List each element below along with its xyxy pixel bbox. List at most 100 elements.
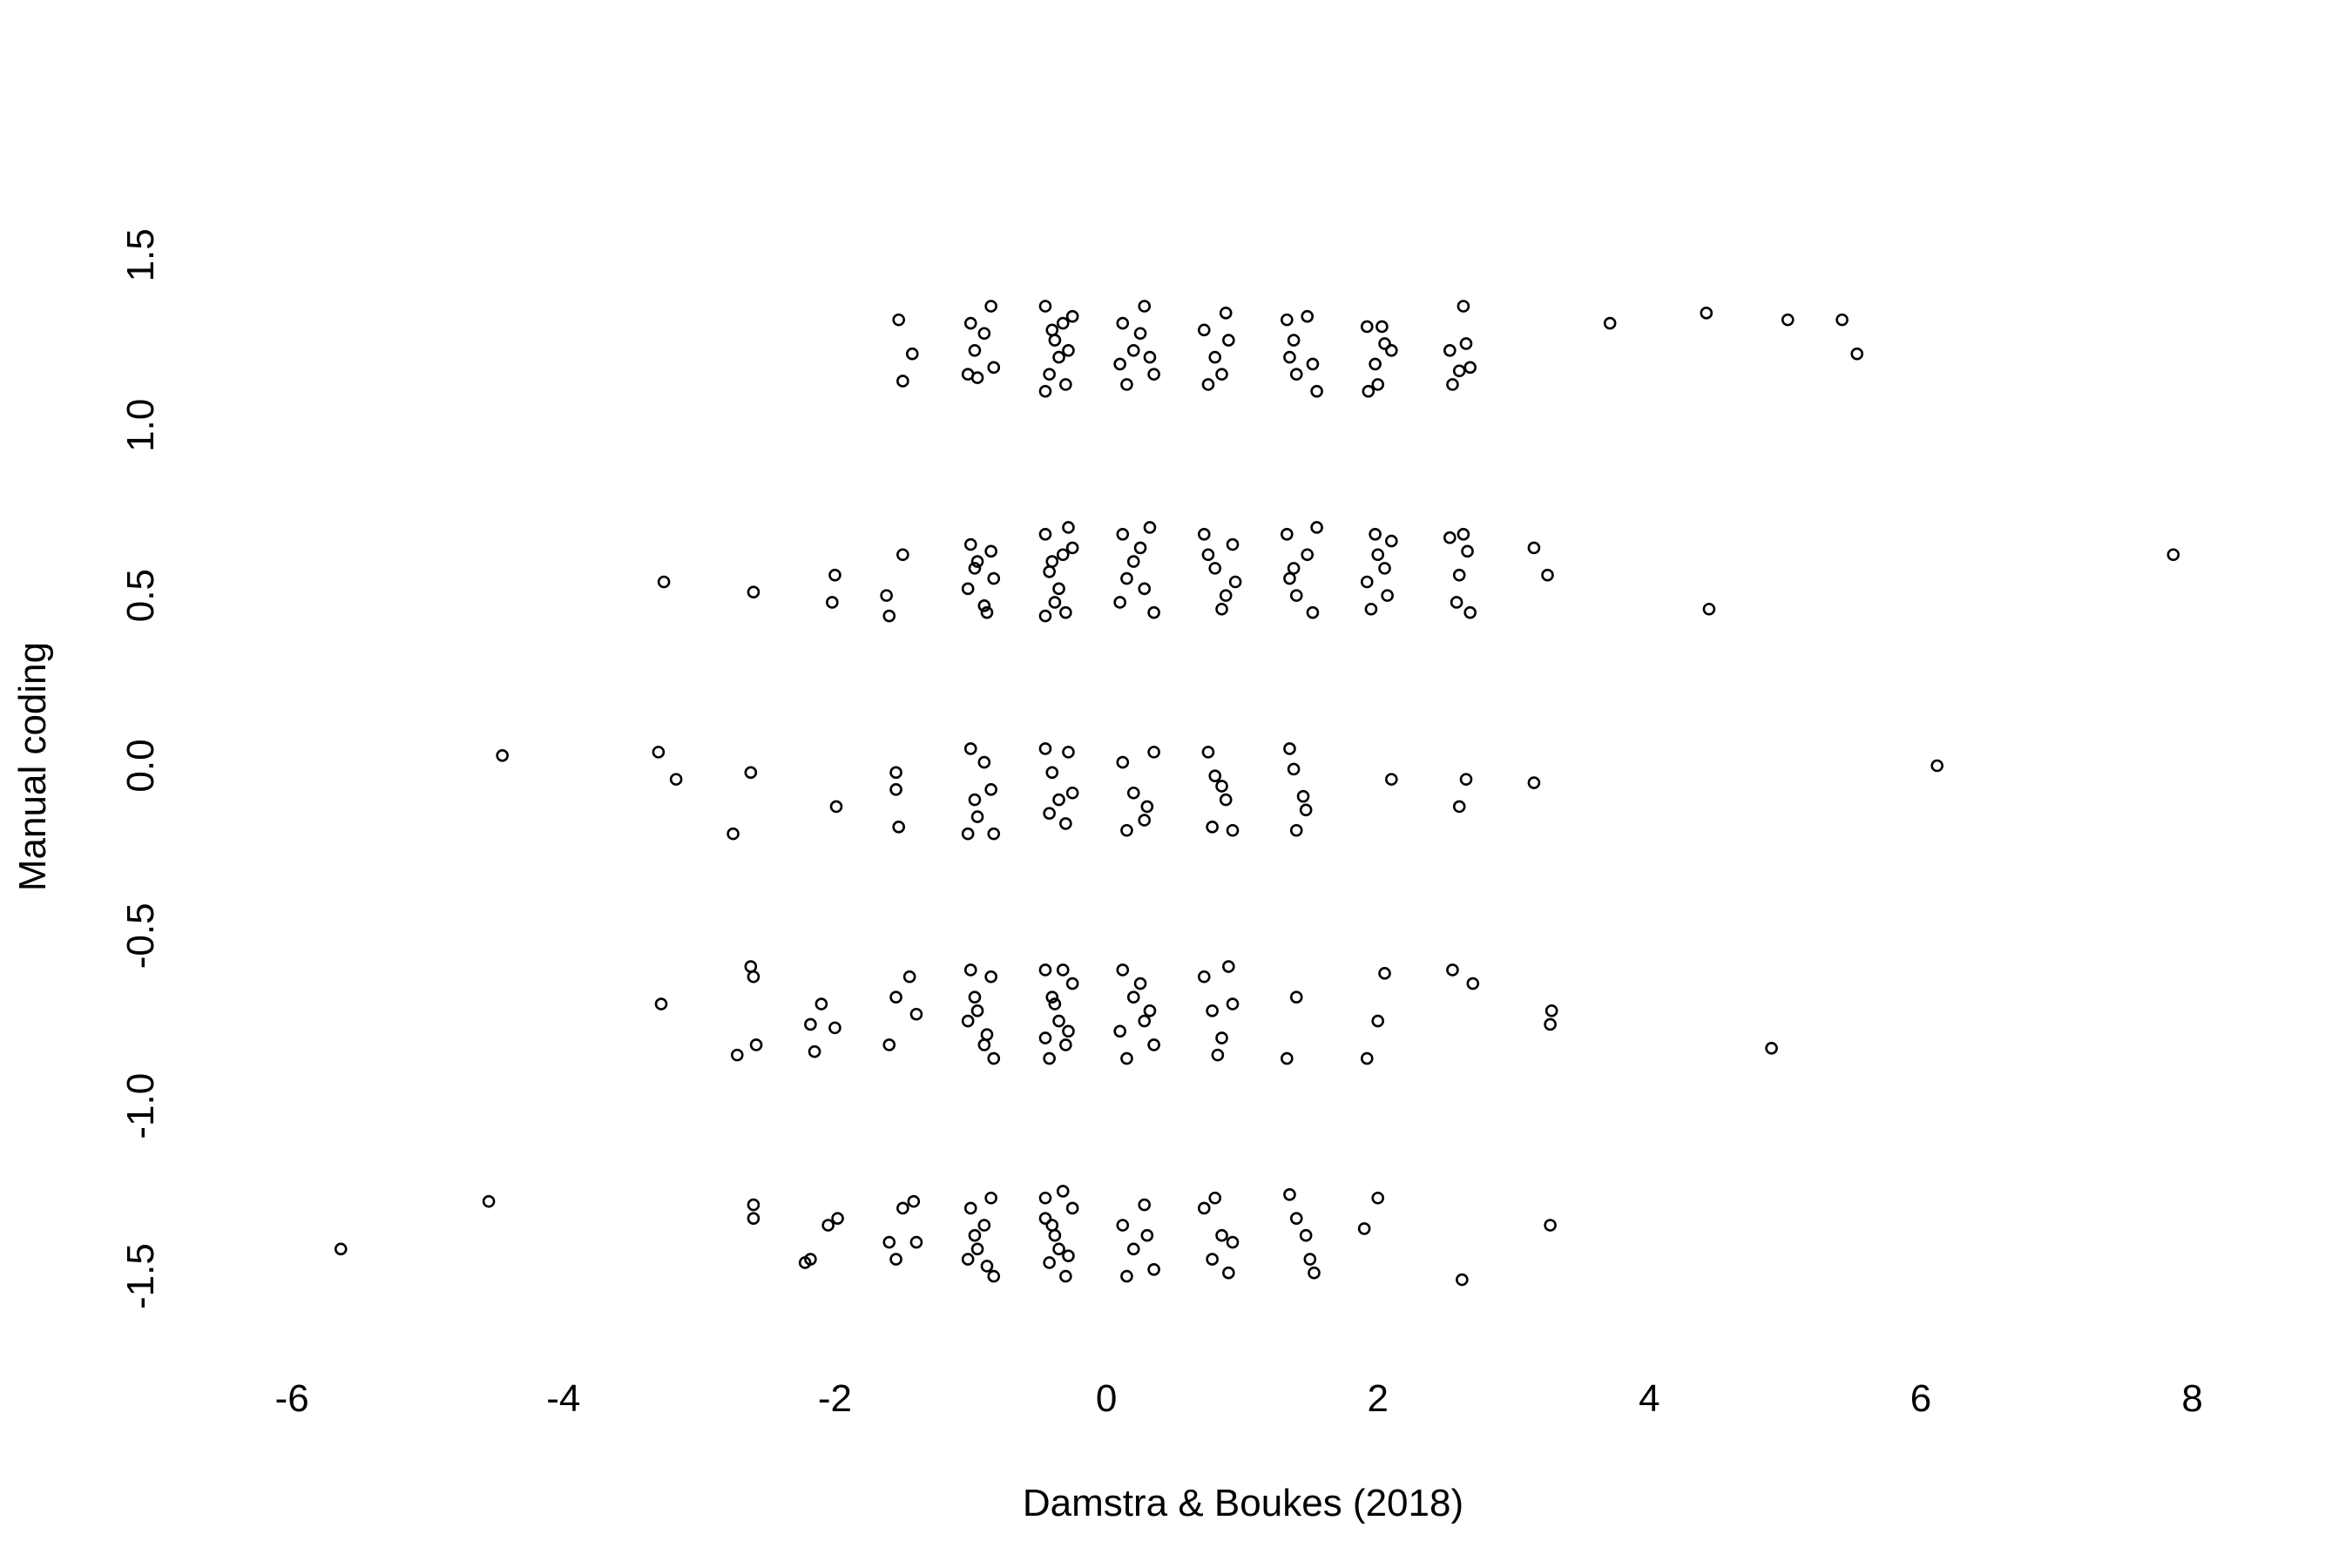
point xyxy=(1289,1212,1303,1225)
point xyxy=(1281,313,1294,327)
point xyxy=(987,1269,1001,1283)
point xyxy=(1059,1038,1072,1051)
point xyxy=(902,970,916,983)
point xyxy=(1113,1024,1126,1038)
point xyxy=(1147,605,1160,619)
point xyxy=(970,371,984,384)
point xyxy=(1120,823,1133,837)
point xyxy=(1456,300,1470,313)
point xyxy=(496,748,509,762)
point xyxy=(1215,780,1228,793)
point xyxy=(905,347,919,361)
point xyxy=(1289,368,1303,381)
point xyxy=(984,300,997,313)
point xyxy=(961,827,975,841)
point xyxy=(1065,309,1079,323)
point xyxy=(961,1253,975,1266)
point xyxy=(970,1004,984,1017)
point xyxy=(1446,378,1459,391)
point xyxy=(984,1191,997,1205)
point xyxy=(1702,602,1716,616)
y-tick-label: 1.0 xyxy=(119,399,162,452)
point xyxy=(1059,605,1072,619)
point xyxy=(1043,1256,1056,1269)
point xyxy=(829,800,843,814)
point xyxy=(1299,803,1313,817)
point xyxy=(1835,313,1848,327)
point xyxy=(889,766,902,780)
point xyxy=(814,997,828,1010)
point xyxy=(1065,1201,1079,1215)
point xyxy=(1052,793,1065,807)
point xyxy=(1133,541,1147,555)
point xyxy=(1038,384,1052,398)
point xyxy=(1283,1188,1296,1201)
point xyxy=(744,766,758,780)
point xyxy=(980,605,994,619)
point xyxy=(1045,766,1059,780)
point xyxy=(1147,368,1160,381)
point xyxy=(1038,1031,1052,1044)
point xyxy=(977,599,991,612)
x-tick-label: 6 xyxy=(1910,1377,1931,1420)
point xyxy=(1208,769,1222,783)
point xyxy=(1140,1228,1154,1242)
point xyxy=(909,1007,923,1021)
point xyxy=(1360,1051,1374,1065)
point xyxy=(1226,823,1240,837)
y-tick-label: 0.0 xyxy=(119,739,162,792)
point xyxy=(747,970,760,983)
point xyxy=(1378,337,1391,350)
point xyxy=(1310,384,1323,398)
point xyxy=(1206,821,1219,834)
point xyxy=(1126,786,1140,800)
point xyxy=(1038,527,1052,541)
point xyxy=(1222,1266,1235,1280)
point xyxy=(968,343,982,357)
point xyxy=(1056,316,1070,330)
point xyxy=(1062,746,1075,759)
point xyxy=(1930,759,1944,773)
point xyxy=(804,1017,817,1031)
point xyxy=(669,773,683,786)
point xyxy=(1360,575,1374,589)
x-tick-label: -6 xyxy=(275,1377,309,1420)
x-tick-label: 8 xyxy=(2181,1377,2202,1420)
point xyxy=(1226,537,1240,551)
point xyxy=(977,755,991,769)
point xyxy=(987,1051,1001,1065)
point xyxy=(1138,1198,1152,1212)
point xyxy=(1527,541,1541,555)
point xyxy=(657,575,671,589)
point xyxy=(1222,334,1235,347)
point xyxy=(1215,1228,1228,1242)
point xyxy=(963,1201,977,1215)
point xyxy=(1138,582,1152,596)
point xyxy=(1289,823,1303,837)
point xyxy=(963,963,977,977)
point xyxy=(1116,755,1130,769)
point xyxy=(1369,357,1382,371)
point xyxy=(1360,320,1374,334)
point xyxy=(1452,568,1466,582)
point xyxy=(1378,967,1391,980)
x-axis-label: Damstra & Boukes (2018) xyxy=(1023,1482,1463,1524)
point xyxy=(961,1014,975,1028)
point xyxy=(907,1194,921,1208)
point xyxy=(1385,773,1398,786)
point xyxy=(1219,589,1233,602)
point xyxy=(1443,531,1456,544)
point xyxy=(730,1048,744,1062)
point xyxy=(1371,1191,1385,1205)
point xyxy=(1126,990,1140,1004)
point xyxy=(1371,378,1385,391)
point xyxy=(1781,313,1794,327)
point xyxy=(1143,521,1157,534)
point xyxy=(1043,564,1056,578)
point xyxy=(1281,1051,1294,1065)
point xyxy=(1048,334,1062,347)
point xyxy=(889,1253,902,1266)
point xyxy=(1201,548,1215,562)
point xyxy=(1301,548,1315,562)
